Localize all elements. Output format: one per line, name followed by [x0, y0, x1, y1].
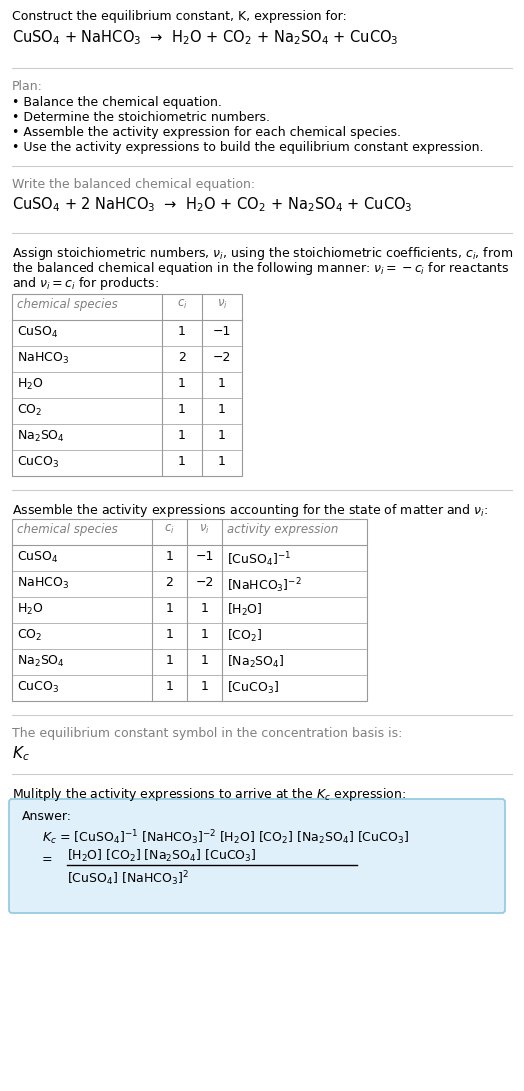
Text: [Na$_2$SO$_4$]: [Na$_2$SO$_4$] — [227, 654, 285, 670]
Text: 1: 1 — [201, 602, 209, 615]
Text: $K_c$: $K_c$ — [12, 744, 30, 763]
Text: =: = — [42, 853, 52, 866]
Text: 1: 1 — [218, 455, 226, 468]
Text: Mulitply the activity expressions to arrive at the $K_c$ expression:: Mulitply the activity expressions to arr… — [12, 786, 406, 803]
Text: and $\nu_i = c_i$ for products:: and $\nu_i = c_i$ for products: — [12, 275, 159, 292]
Text: [CuSO$_4$] [NaHCO$_3$]$^2$: [CuSO$_4$] [NaHCO$_3$]$^2$ — [67, 870, 189, 888]
Text: chemical species: chemical species — [17, 523, 118, 536]
Text: Construct the equilibrium constant, K, expression for:: Construct the equilibrium constant, K, e… — [12, 10, 347, 23]
Text: The equilibrium constant symbol in the concentration basis is:: The equilibrium constant symbol in the c… — [12, 727, 402, 740]
Text: CO$_2$: CO$_2$ — [17, 628, 42, 643]
Text: $\nu_i$: $\nu_i$ — [216, 298, 227, 311]
Text: [CuCO$_3$]: [CuCO$_3$] — [227, 680, 279, 696]
Text: Write the balanced chemical equation:: Write the balanced chemical equation: — [12, 178, 255, 191]
Text: CuCO$_3$: CuCO$_3$ — [17, 455, 59, 470]
Text: CuSO$_4$: CuSO$_4$ — [17, 550, 59, 565]
Text: 1: 1 — [178, 377, 186, 389]
Text: Answer:: Answer: — [22, 810, 72, 823]
Text: CO$_2$: CO$_2$ — [17, 403, 42, 418]
Text: • Use the activity expressions to build the equilibrium constant expression.: • Use the activity expressions to build … — [12, 141, 484, 154]
Text: 1: 1 — [178, 325, 186, 338]
Text: −2: −2 — [213, 351, 231, 364]
Text: H$_2$O: H$_2$O — [17, 602, 43, 618]
FancyBboxPatch shape — [9, 799, 505, 913]
Text: 1: 1 — [201, 680, 209, 693]
Text: CuSO$_4$ + NaHCO$_3$  →  H$_2$O + CO$_2$ + Na$_2$SO$_4$ + CuCO$_3$: CuSO$_4$ + NaHCO$_3$ → H$_2$O + CO$_2$ +… — [12, 28, 399, 47]
Text: chemical species: chemical species — [17, 298, 118, 311]
Text: H$_2$O: H$_2$O — [17, 377, 43, 392]
Text: 1: 1 — [166, 654, 173, 667]
Text: 1: 1 — [218, 429, 226, 442]
Bar — [12, 293, 242, 476]
Text: 1: 1 — [218, 403, 226, 416]
Text: NaHCO$_3$: NaHCO$_3$ — [17, 351, 69, 367]
Text: $c_i$: $c_i$ — [177, 298, 188, 311]
Text: • Balance the chemical equation.: • Balance the chemical equation. — [12, 96, 222, 109]
Text: [H$_2$O] [CO$_2$] [Na$_2$SO$_4$] [CuCO$_3$]: [H$_2$O] [CO$_2$] [Na$_2$SO$_4$] [CuCO$_… — [67, 848, 257, 864]
Text: CuSO$_4$: CuSO$_4$ — [17, 325, 59, 340]
Text: CuSO$_4$ + 2 NaHCO$_3$  →  H$_2$O + CO$_2$ + Na$_2$SO$_4$ + CuCO$_3$: CuSO$_4$ + 2 NaHCO$_3$ → H$_2$O + CO$_2$… — [12, 195, 412, 214]
Text: Na$_2$SO$_4$: Na$_2$SO$_4$ — [17, 654, 65, 669]
Text: [NaHCO$_3$]$^{-2}$: [NaHCO$_3$]$^{-2}$ — [227, 576, 302, 595]
Text: 1: 1 — [166, 602, 173, 615]
Text: Plan:: Plan: — [12, 80, 43, 93]
Text: 1: 1 — [166, 680, 173, 693]
Text: Na$_2$SO$_4$: Na$_2$SO$_4$ — [17, 429, 65, 444]
Text: the balanced chemical equation in the following manner: $\nu_i = -c_i$ for react: the balanced chemical equation in the fo… — [12, 260, 509, 277]
Text: Assemble the activity expressions accounting for the state of matter and $\nu_i$: Assemble the activity expressions accoun… — [12, 502, 488, 519]
Text: [CO$_2$]: [CO$_2$] — [227, 628, 263, 644]
Text: $K_c$ = [CuSO$_4$]$^{-1}$ [NaHCO$_3$]$^{-2}$ [H$_2$O] [CO$_2$] [Na$_2$SO$_4$] [C: $K_c$ = [CuSO$_4$]$^{-1}$ [NaHCO$_3$]$^{… — [42, 828, 409, 847]
Text: • Assemble the activity expression for each chemical species.: • Assemble the activity expression for e… — [12, 125, 401, 139]
Text: NaHCO$_3$: NaHCO$_3$ — [17, 576, 69, 591]
Text: 1: 1 — [178, 455, 186, 468]
Text: −1: −1 — [195, 550, 214, 563]
Text: −1: −1 — [213, 325, 231, 338]
Text: activity expression: activity expression — [227, 523, 339, 536]
Text: 1: 1 — [201, 654, 209, 667]
Text: [CuSO$_4$]$^{-1}$: [CuSO$_4$]$^{-1}$ — [227, 550, 291, 568]
Text: Assign stoichiometric numbers, $\nu_i$, using the stoichiometric coefficients, $: Assign stoichiometric numbers, $\nu_i$, … — [12, 245, 513, 262]
Text: $c_i$: $c_i$ — [164, 523, 175, 536]
Bar — [12, 519, 367, 702]
Text: CuCO$_3$: CuCO$_3$ — [17, 680, 59, 695]
Text: 1: 1 — [166, 628, 173, 642]
Text: • Determine the stoichiometric numbers.: • Determine the stoichiometric numbers. — [12, 111, 270, 124]
Text: 1: 1 — [178, 403, 186, 416]
Text: 1: 1 — [166, 550, 173, 563]
Text: [H$_2$O]: [H$_2$O] — [227, 602, 263, 619]
Text: 1: 1 — [178, 429, 186, 442]
Text: $\nu_i$: $\nu_i$ — [199, 523, 210, 536]
Text: −2: −2 — [195, 576, 214, 589]
Text: 1: 1 — [201, 628, 209, 642]
Text: 2: 2 — [166, 576, 173, 589]
Text: 1: 1 — [218, 377, 226, 389]
Text: 2: 2 — [178, 351, 186, 364]
